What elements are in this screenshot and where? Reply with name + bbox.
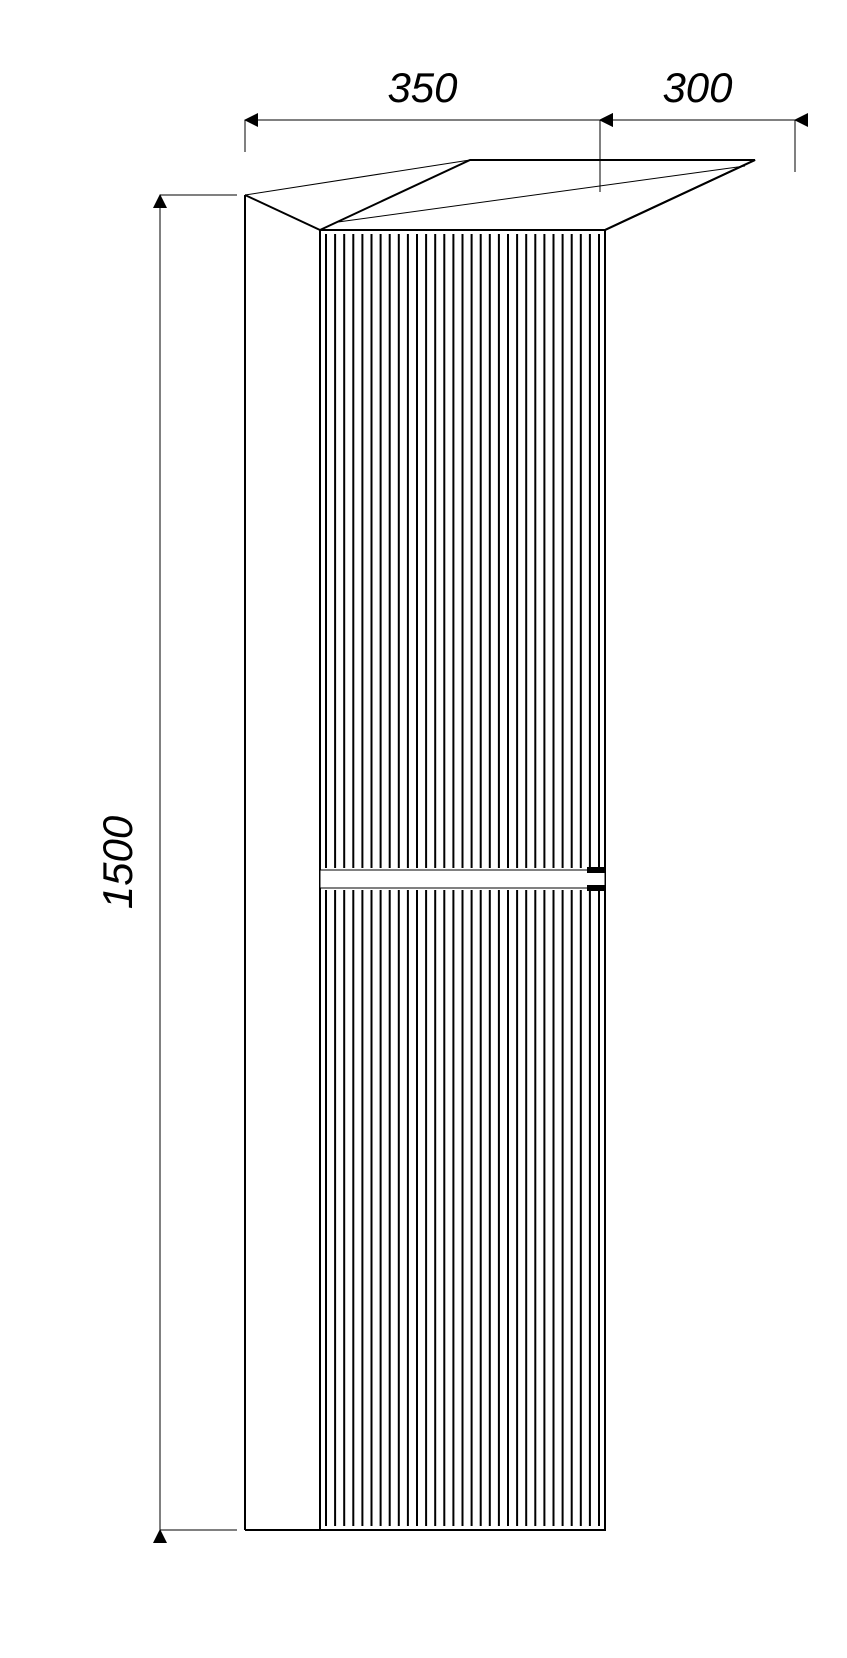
dim-height-label: 1500 (94, 815, 141, 909)
dim-depth-label: 300 (662, 64, 733, 111)
dim-width-label: 350 (387, 64, 458, 111)
